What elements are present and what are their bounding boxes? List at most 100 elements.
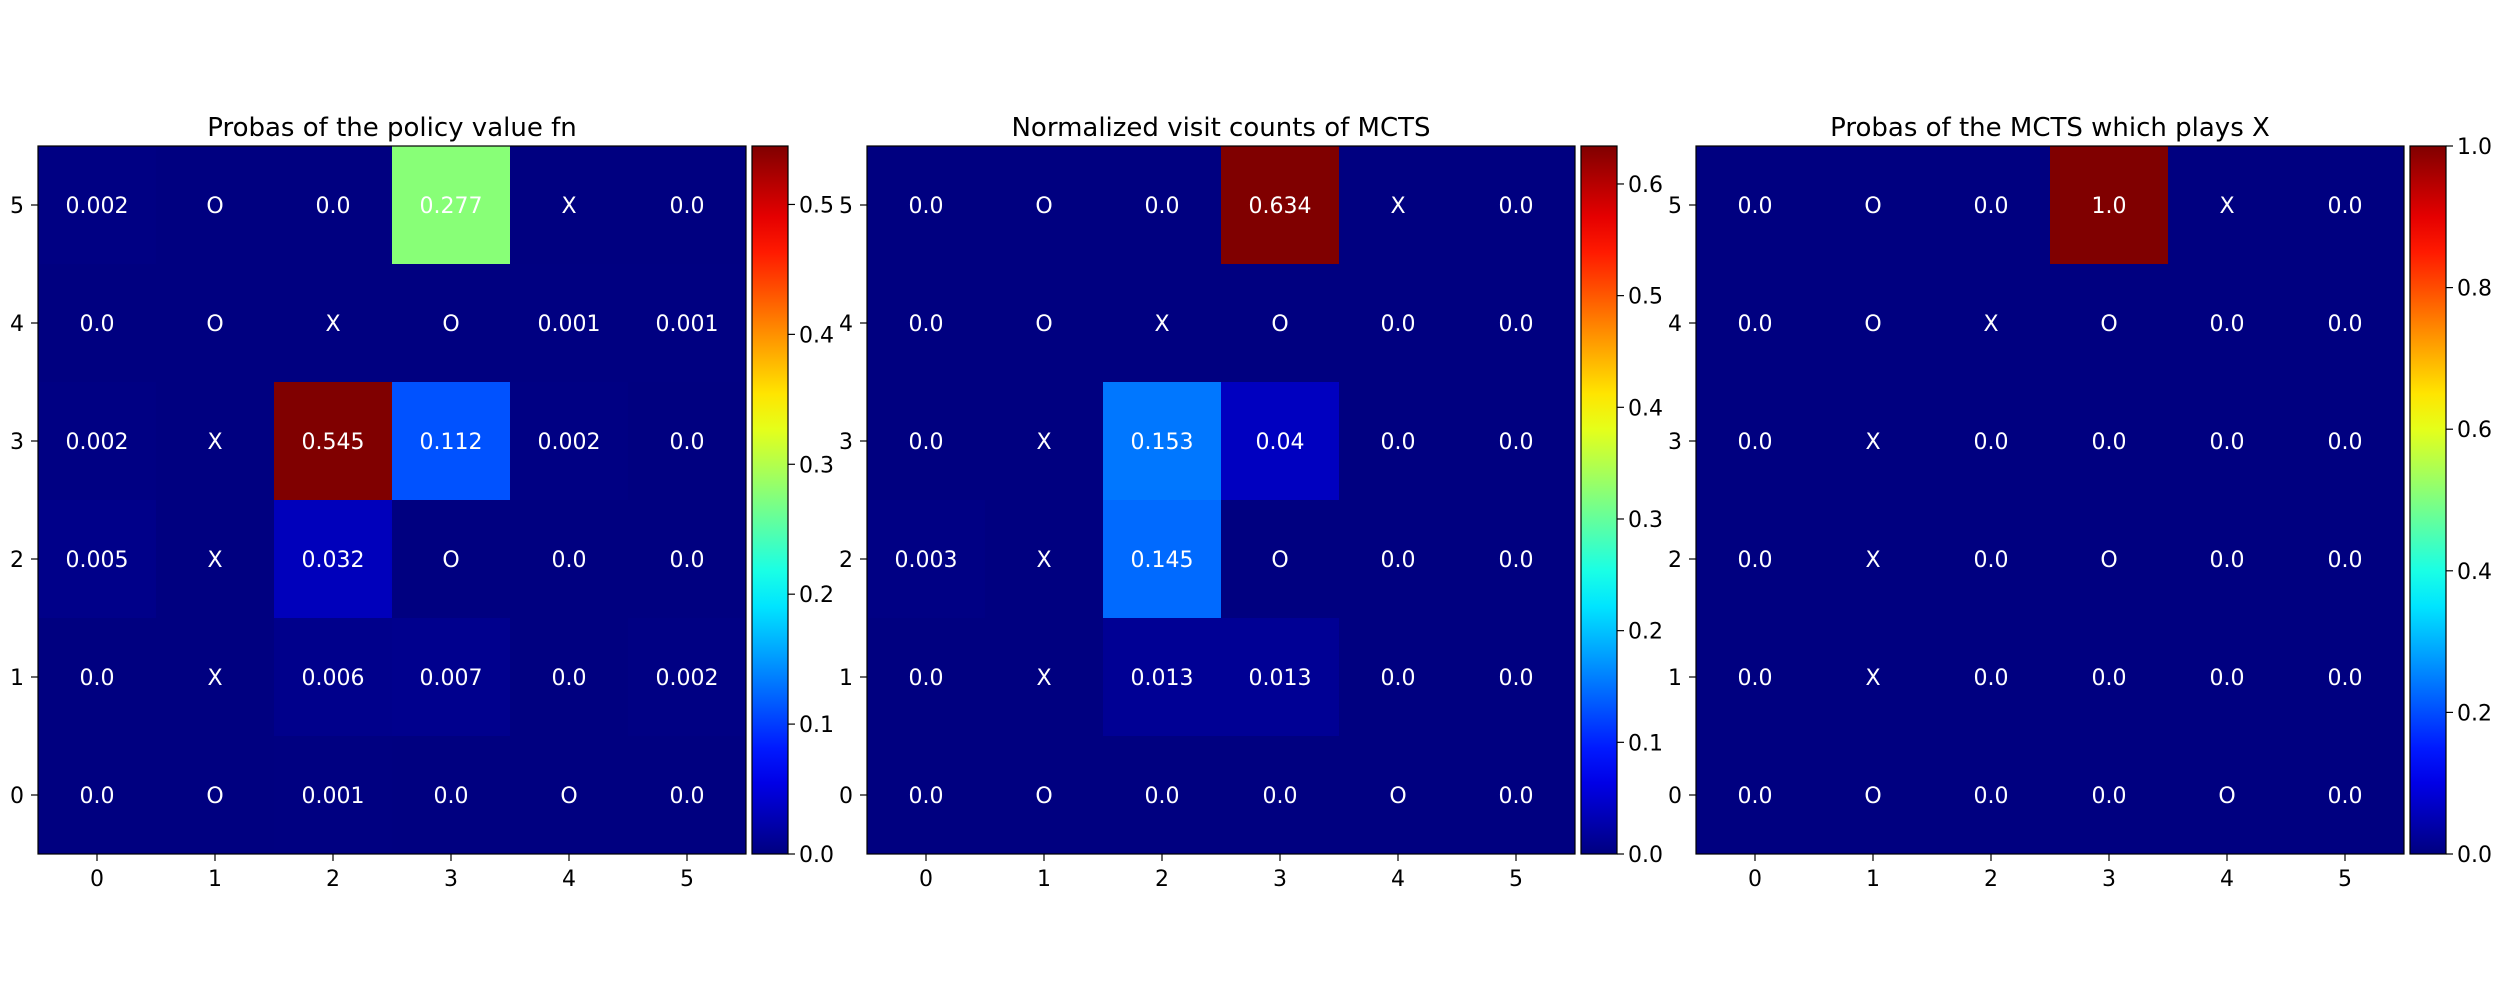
colorbar-tick-label: 0.8 [2457,277,2492,302]
cell-label: 0.0 [1145,194,1180,219]
heatmap-cell [867,500,985,618]
cell-label: 0.001 [538,312,601,337]
heatmap-cell [1696,382,1814,500]
colorbar-tick-label: 0.3 [799,453,834,478]
x-tick-label: 3 [1273,867,1287,892]
heatmap-cell [867,736,985,854]
x-tick-label: 1 [208,867,222,892]
colorbar-tick-label: 0.5 [1628,285,1663,310]
heatmap-cell [1457,382,1575,500]
cell-label: 0.001 [656,312,719,337]
heatmap-cell [867,382,985,500]
colorbar [751,145,789,855]
cell-label: O [1389,784,1406,809]
y-tick-label: 3 [1668,430,1682,455]
cell-label: 0.545 [302,430,365,455]
cell-label: X [1154,312,1169,337]
heatmap-cell [2050,500,2168,618]
cell-label: X [1865,430,1880,455]
heatmap-cell [2168,382,2286,500]
cell-label: X [207,666,222,691]
heatmap-cell [2286,264,2404,382]
heatmap-cell [2050,264,2168,382]
cell-label: 0.0 [909,784,944,809]
cell-label: X [1865,548,1880,573]
heatmap-cell [2168,500,2286,618]
cell-label: 0.153 [1131,430,1194,455]
cell-label: O [1864,784,1881,809]
heatmap-cell [274,264,392,382]
heatmap-cell [1696,146,1814,264]
cell-label: 0.04 [1256,430,1305,455]
x-tick-label: 1 [1866,867,1880,892]
cell-label: 0.0 [1499,666,1534,691]
heatmap-cell [2286,382,2404,500]
cell-label: 0.0 [80,666,115,691]
heatmap-cell [2286,618,2404,736]
heatmap-cell [628,382,746,500]
heatmap-cell [867,146,985,264]
cell-label: 0.0 [2328,312,2363,337]
heatmap-cell [1932,382,2050,500]
heatmap-cell [510,264,628,382]
cell-label: 0.112 [420,430,483,455]
cell-label: 0.0 [1499,784,1534,809]
heatmap-cell [38,736,156,854]
cell-label: 0.0 [1381,548,1416,573]
cell-label: O [1035,194,1052,219]
heatmap-cell [985,146,1103,264]
y-tick-label: 0 [1668,784,1682,809]
heatmap-cell [2286,736,2404,854]
cell-label: O [2218,784,2235,809]
heatmap-cell [392,146,510,264]
heatmap-cell [1339,500,1457,618]
cell-label: 0.002 [66,194,129,219]
cell-label: 0.007 [420,666,483,691]
heatmap-cell [1932,146,2050,264]
heatmap-cell [1457,146,1575,264]
cell-label: 0.0 [2328,548,2363,573]
heatmap-cell [1932,264,2050,382]
cell-label: 0.0 [1499,312,1534,337]
heatmap-cell [38,500,156,618]
heatmap-cell [2050,618,2168,736]
x-tick-label: 0 [919,867,933,892]
colorbar-tick-label: 0.1 [799,713,834,738]
colorbar-tick-label: 1.0 [2457,135,2492,160]
y-tick-label: 4 [839,312,853,337]
y-tick-label: 5 [10,194,24,219]
cell-label: 0.003 [895,548,958,573]
cell-label: 0.0 [2092,666,2127,691]
cell-label: 0.0 [80,784,115,809]
heatmap-cell [867,264,985,382]
cell-label: 0.0 [670,430,705,455]
cell-label: O [442,548,459,573]
heatmap-cell [1932,736,2050,854]
heatmap-panel-0: Probas of the policy value fn0.002 O 0.0 0.… [10,113,834,892]
heatmap-cell [2168,264,2286,382]
heatmap-cell [985,736,1103,854]
heatmap-cell [1103,146,1221,264]
heatmap-cell [628,618,746,736]
cell-label: O [442,312,459,337]
heatmap-cell [628,146,746,264]
cell-label: 0.0 [434,784,469,809]
heatmap-cell [1457,736,1575,854]
heatmap-cell [510,382,628,500]
heatmap-panel-2: Probas of the MCTS which plays X 0.0 O 0.0 1… [1668,113,2492,892]
y-tick-label: 3 [10,430,24,455]
cell-label: 0.005 [66,548,129,573]
heatmap-cell [274,382,392,500]
heatmap-cell [985,618,1103,736]
heatmap-cell [1932,618,2050,736]
cell-label: 0.013 [1131,666,1194,691]
y-tick-label: 5 [839,194,853,219]
heatmap-cell [2168,736,2286,854]
colorbar-tick-label: 0.0 [1628,843,1663,868]
cell-label: 0.0 [670,784,705,809]
cell-label: 0.0 [1974,430,2009,455]
x-tick-label: 5 [2338,867,2352,892]
cell-label: 0.0 [2210,666,2245,691]
colorbar-tick-label: 0.2 [799,583,834,608]
heatmap-cell [1221,382,1339,500]
